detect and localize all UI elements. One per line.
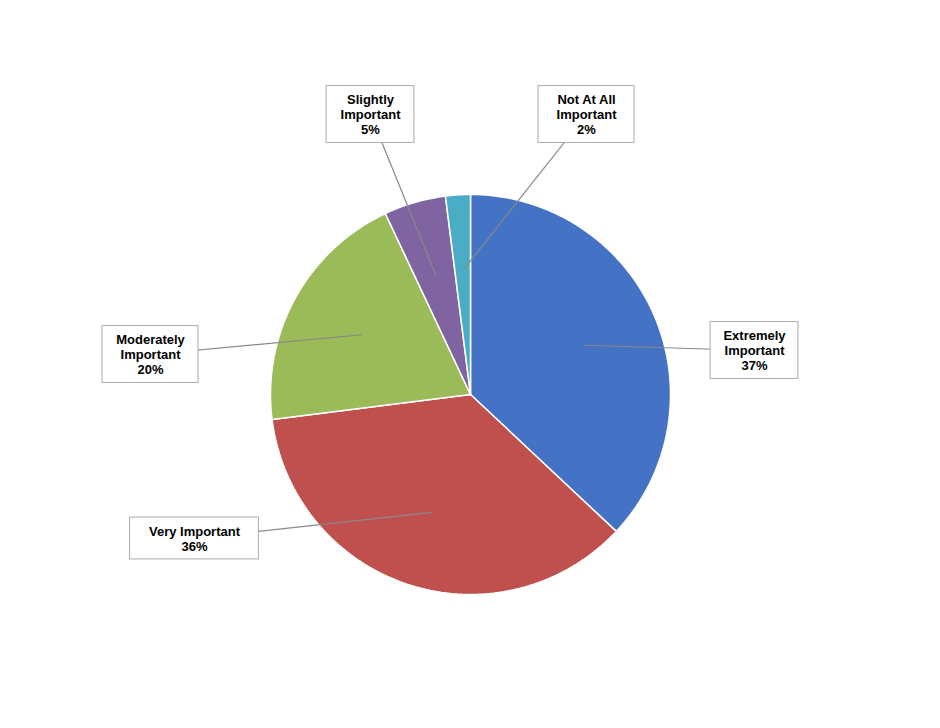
svg-text:Very Important36%: Very Important36%	[149, 524, 241, 554]
svg-text:Not At AllImportant2%: Not At AllImportant2%	[557, 92, 618, 137]
svg-text:ModeratelyImportant20%: ModeratelyImportant20%	[116, 332, 185, 377]
svg-text:ExtremelyImportant37%: ExtremelyImportant37%	[723, 328, 786, 373]
svg-text:SlightlyImportant5%: SlightlyImportant5%	[341, 92, 402, 137]
